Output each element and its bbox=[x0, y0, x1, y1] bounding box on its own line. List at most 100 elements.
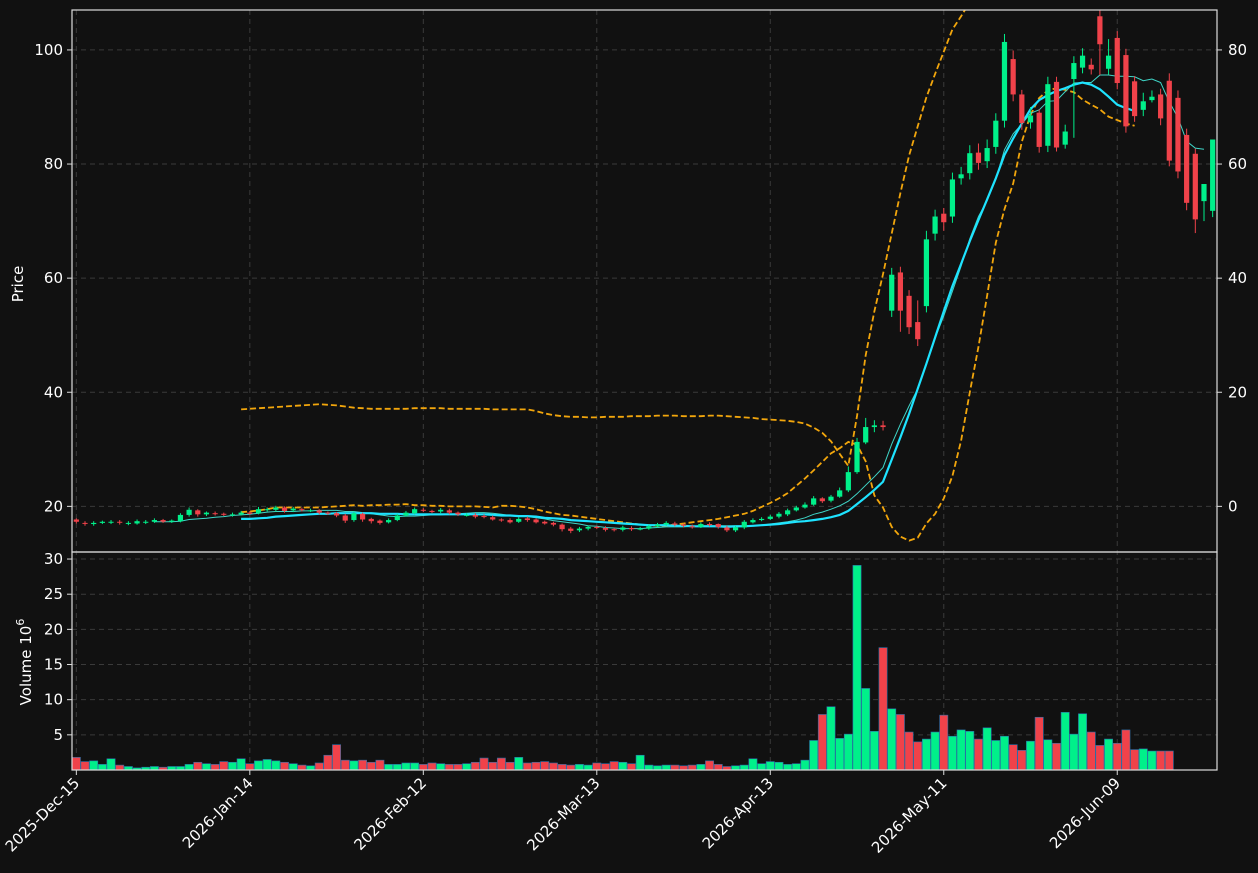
candle-body bbox=[837, 490, 843, 497]
volume-bar bbox=[271, 760, 281, 771]
volume-bar bbox=[1060, 712, 1070, 771]
band-upper-line bbox=[241, 10, 966, 469]
candle-body bbox=[923, 239, 930, 307]
volume-bar bbox=[713, 764, 723, 771]
candle-body bbox=[195, 510, 201, 515]
candle-body bbox=[1131, 81, 1138, 117]
volume-bar bbox=[1043, 739, 1053, 771]
candle-body bbox=[342, 515, 348, 521]
volume-bar bbox=[401, 762, 411, 771]
right-axis-tick-label: 60 bbox=[1228, 155, 1247, 173]
moving-average-lines bbox=[154, 74, 1205, 530]
candle-body bbox=[819, 498, 825, 502]
candle-body bbox=[516, 518, 522, 522]
volume-bar bbox=[306, 765, 315, 771]
volume-bar bbox=[575, 764, 584, 771]
candle-body bbox=[785, 510, 791, 515]
candle-body bbox=[1123, 55, 1129, 127]
candle-body bbox=[646, 526, 652, 529]
volume-bar bbox=[1017, 750, 1027, 771]
volume-bar bbox=[540, 761, 550, 771]
volume-bar bbox=[80, 761, 90, 771]
right-axis-tick-label: 20 bbox=[1228, 383, 1247, 401]
candle-body bbox=[793, 507, 799, 511]
volume-bar bbox=[679, 765, 688, 771]
candle-body bbox=[1210, 139, 1216, 211]
volume-bar bbox=[384, 764, 394, 771]
right-axis-tick-label: 0 bbox=[1228, 497, 1238, 515]
candle-body bbox=[307, 510, 314, 512]
volume-tick-label: 10 bbox=[44, 691, 63, 709]
volume-bar bbox=[106, 758, 116, 771]
candle-body bbox=[438, 509, 444, 512]
candle-body bbox=[403, 512, 409, 516]
candle-body bbox=[845, 472, 851, 491]
volume-bar bbox=[462, 763, 472, 771]
volume-bar bbox=[184, 764, 194, 771]
candle-body bbox=[1192, 153, 1198, 220]
volume-bar bbox=[193, 761, 203, 771]
volume-bar bbox=[1008, 744, 1018, 771]
volume-bar bbox=[939, 714, 949, 771]
volume-bar bbox=[783, 764, 793, 771]
volume-bar bbox=[375, 759, 385, 771]
volume-bar bbox=[219, 761, 229, 771]
volume-bar bbox=[895, 714, 905, 771]
candle-body bbox=[221, 513, 227, 515]
candle-body bbox=[1036, 112, 1042, 147]
candle-body bbox=[889, 274, 895, 311]
ma-fast-line bbox=[154, 74, 1205, 530]
volume-bar bbox=[358, 759, 368, 771]
volume-bar bbox=[392, 764, 402, 771]
volume-bar bbox=[410, 762, 420, 771]
candle-body bbox=[1019, 94, 1025, 123]
candle-body bbox=[698, 524, 704, 527]
volume-tick-label: 30 bbox=[44, 550, 63, 568]
candle-body bbox=[255, 509, 262, 514]
candle-body bbox=[750, 520, 756, 523]
candle-body bbox=[559, 524, 565, 530]
candle-body bbox=[273, 507, 279, 510]
candle-body bbox=[811, 498, 817, 505]
candle-body bbox=[1140, 101, 1146, 110]
volume-bar bbox=[731, 765, 740, 771]
candle-body bbox=[759, 518, 765, 521]
volume-bar bbox=[288, 763, 298, 771]
volume-bar bbox=[427, 762, 437, 771]
volume-bar bbox=[1034, 716, 1044, 771]
candle-body bbox=[333, 513, 340, 516]
volume-axis-label-text: Volume 10 bbox=[17, 626, 35, 706]
volume-bar bbox=[1069, 733, 1079, 771]
candle-body bbox=[1027, 115, 1034, 123]
volume-bar bbox=[332, 744, 341, 771]
volume-bar bbox=[583, 764, 593, 771]
volume-bar bbox=[349, 760, 359, 771]
volume-axis-exponent: 6 bbox=[14, 619, 27, 626]
volume-bar bbox=[531, 761, 541, 771]
band-lines bbox=[241, 10, 1135, 542]
price-tick-label: 100 bbox=[34, 41, 63, 59]
candle-body bbox=[871, 425, 877, 428]
volume-bar bbox=[878, 647, 888, 771]
volume-bar bbox=[97, 764, 107, 771]
volume-bar bbox=[817, 714, 827, 771]
volume-bar bbox=[418, 764, 428, 771]
candle-body bbox=[420, 509, 426, 511]
candle-body bbox=[967, 153, 973, 174]
candle-body bbox=[958, 174, 964, 179]
volume-bar bbox=[115, 764, 125, 771]
price-tick-label: 80 bbox=[44, 155, 63, 173]
volume-bars bbox=[71, 565, 1174, 771]
candle-body bbox=[368, 518, 374, 522]
candle-body bbox=[854, 441, 860, 473]
candle-body bbox=[247, 512, 253, 514]
candle-body bbox=[1001, 41, 1008, 121]
volume-bar bbox=[228, 761, 237, 771]
candle-body bbox=[611, 529, 617, 531]
volume-bar bbox=[1086, 731, 1096, 771]
candle-body bbox=[932, 216, 938, 234]
candle-body bbox=[386, 520, 392, 523]
candle-body bbox=[1062, 131, 1068, 145]
candle-body bbox=[1088, 64, 1094, 70]
candle-body bbox=[654, 524, 661, 527]
